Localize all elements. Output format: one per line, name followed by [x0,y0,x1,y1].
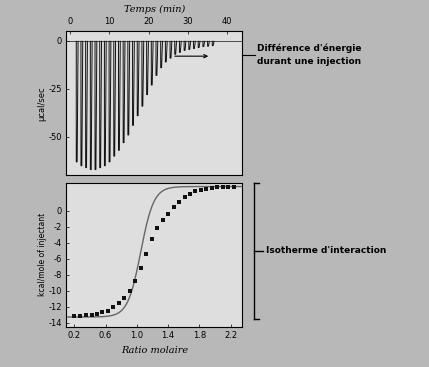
Y-axis label: μcal/sec: μcal/sec [38,86,47,121]
X-axis label: Temps (min): Temps (min) [124,5,185,14]
Point [225,184,232,190]
Point [159,217,166,223]
Point [71,313,78,319]
X-axis label: Ratio molaire: Ratio molaire [121,346,188,355]
Point [192,188,199,194]
Point [132,278,139,284]
Point [105,308,112,313]
Point [230,184,237,190]
Point [187,191,193,197]
Text: Différence d'énergie: Différence d'énergie [257,44,361,53]
Point [88,312,95,317]
Point [76,313,83,319]
Point [208,185,215,190]
Point [94,311,100,317]
Point [170,204,177,210]
Point [219,184,226,190]
Point [99,309,106,315]
Point [175,199,182,205]
Point [115,301,122,306]
Point [203,186,210,192]
Point [137,265,144,271]
Point [83,312,90,318]
Point [214,184,221,190]
Point [143,251,150,257]
Y-axis label: kcal/mole of injectant: kcal/mole of injectant [38,213,47,296]
Point [148,236,155,242]
Point [197,187,204,193]
Point [110,305,117,310]
Point [165,211,172,217]
Point [154,225,160,231]
Text: Isotherme d'interaction: Isotherme d'interaction [266,246,386,255]
Point [181,194,188,200]
Point [121,295,128,301]
Point [127,288,133,294]
Text: durant une injection: durant une injection [257,57,361,66]
